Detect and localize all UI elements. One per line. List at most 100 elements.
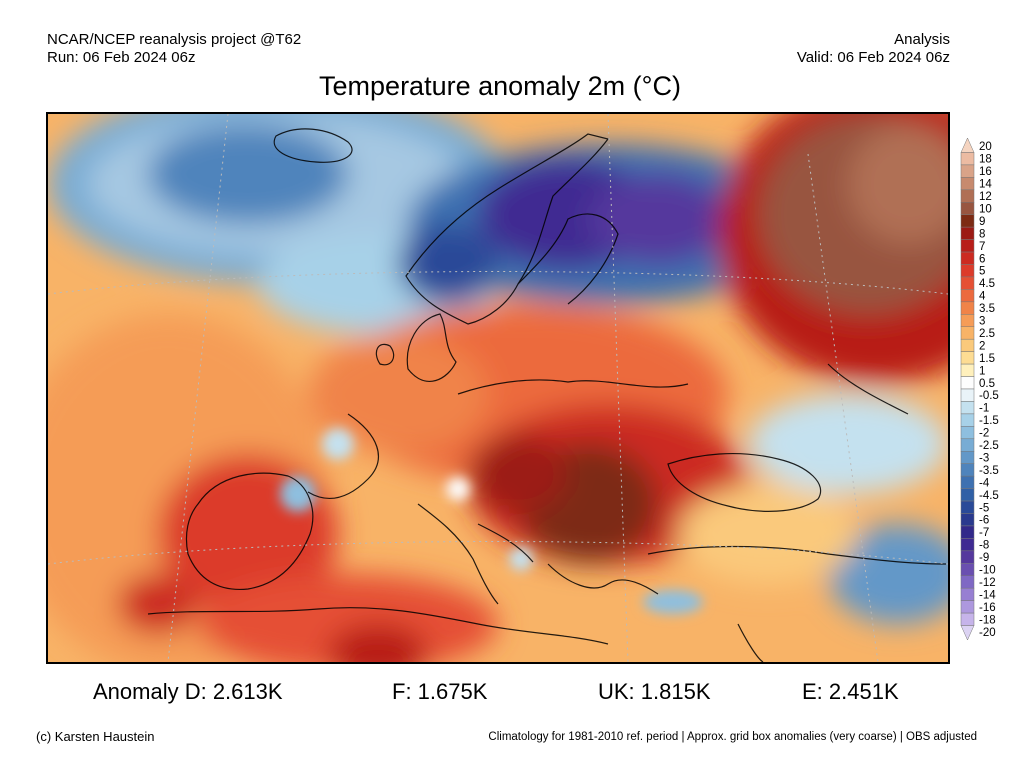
legend-label: -16 (979, 602, 996, 614)
legend-label: 4.5 (979, 278, 995, 290)
legend-swatch (960, 513, 975, 527)
legend-label: 9 (979, 216, 985, 228)
legend-swatch (960, 264, 975, 278)
legend-swatch (960, 475, 975, 489)
legend-swatch (960, 239, 975, 253)
stats-row: Anomaly D: 2.613K F: 1.675K UK: 1.815K E… (0, 679, 1024, 707)
legend-label: 7 (979, 241, 985, 253)
legend-label: 1.5 (979, 353, 995, 365)
legend-swatch (960, 338, 975, 352)
anomaly-field (48, 114, 948, 662)
legend-label: 4 (979, 291, 986, 303)
legend-label: 1 (979, 365, 985, 377)
credit-label: (c) Karsten Haustein (36, 729, 155, 744)
legend-swatch (960, 438, 975, 452)
legend-swatch (960, 289, 975, 303)
legend-swatch (960, 376, 975, 390)
legend-label: -2 (979, 428, 989, 440)
map-title: Temperature anomaly 2m (°C) (319, 71, 681, 101)
legend-swatch (960, 226, 975, 240)
legend-label: 6 (979, 253, 985, 265)
run-label: Run: 06 Feb 2024 06z (47, 49, 196, 66)
legend-label: -14 (979, 589, 996, 601)
legend-label: 12 (979, 191, 992, 203)
legend-label: 10 (979, 203, 992, 215)
anomaly-f-value: F: 1.675K (392, 679, 488, 704)
legend-swatch (960, 202, 975, 215)
legend-swatch (960, 575, 975, 589)
legend-swatch (960, 587, 975, 601)
legend-swatch (960, 625, 975, 641)
legend-label: -3.5 (979, 465, 999, 477)
legend-label: -10 (979, 565, 996, 577)
legend-swatch (960, 177, 975, 191)
anomaly-d-value: Anomaly D: 2.613K (93, 679, 283, 704)
legend-label: -18 (979, 614, 996, 626)
legend-label: -8 (979, 540, 989, 552)
legend-label: -5 (979, 502, 989, 514)
legend-label: -12 (979, 577, 996, 589)
legend-label: 20 (979, 141, 992, 153)
legend-label: 14 (979, 179, 992, 191)
legend-label: 8 (979, 228, 985, 240)
legend-label: -1 (979, 403, 989, 415)
legend-swatch (960, 538, 975, 552)
legend-swatch (960, 612, 975, 626)
header-left: NCAR/NCEP reanalysis project @T62 Run: 0… (47, 31, 301, 67)
legend-swatch (960, 500, 975, 514)
legend-label: 3 (979, 316, 985, 328)
map-canvas (48, 114, 948, 662)
legend-swatch (960, 525, 975, 539)
legend-swatch (960, 600, 975, 614)
color-legend: 201816141210987654.543.532.521.510.5-0.5… (960, 137, 999, 641)
source-label: NCAR/NCEP reanalysis project @T62 (47, 31, 302, 48)
local-anomalies (280, 428, 703, 614)
legend-label: -3 (979, 452, 989, 464)
legend-swatch (960, 251, 975, 265)
legend-label: -2.5 (979, 440, 999, 452)
temperature-anomaly-map[interactable] (46, 112, 950, 664)
legend-label: 2.5 (979, 328, 995, 340)
legend-label: -1.5 (979, 415, 999, 427)
legend-swatch (960, 137, 975, 153)
legend-label: 5 (979, 266, 985, 278)
legend-swatch (960, 301, 975, 315)
legend-swatch (960, 488, 975, 502)
legend-label: -0.5 (979, 390, 999, 402)
legend-swatch (960, 550, 975, 564)
legend-swatch (960, 388, 975, 402)
header-right: Analysis Valid: 06 Feb 2024 06z (797, 31, 950, 67)
legend-label: 18 (979, 154, 992, 166)
graticule (48, 114, 948, 662)
legend-label: 16 (979, 166, 992, 178)
legend-swatch (960, 463, 975, 477)
legend-swatch (960, 351, 975, 365)
legend-swatch (960, 314, 975, 328)
legend-swatch (960, 563, 975, 576)
legend-swatch (960, 189, 975, 203)
legend-swatch (960, 413, 975, 427)
legend-label: -7 (979, 527, 989, 539)
legend-swatch (960, 451, 975, 464)
legend-label: 0.5 (979, 378, 995, 390)
legend-label: -4 (979, 477, 990, 489)
anomaly-e-value: E: 2.451K (802, 679, 899, 704)
legend-swatch (960, 326, 975, 340)
analysis-label: Analysis (894, 31, 950, 48)
valid-label: Valid: 06 Feb 2024 06z (796, 49, 950, 66)
anomaly-uk-value: UK: 1.815K (598, 679, 711, 704)
legend-label: 3.5 (979, 303, 995, 315)
legend-swatch (960, 152, 975, 166)
legend-swatch (960, 276, 975, 290)
legend-label: -20 (979, 627, 996, 639)
legend-swatch (960, 363, 975, 377)
legend-swatch (960, 401, 975, 415)
legend-swatch (960, 214, 975, 228)
legend-swatch (960, 426, 975, 440)
legend-label: -4.5 (979, 490, 999, 502)
legend-label: 2 (979, 340, 985, 352)
legend-swatch (960, 164, 975, 178)
legend-label: -9 (979, 552, 989, 564)
coastlines (147, 128, 947, 662)
climatology-note: Climatology for 1981-2010 ref. period | … (488, 731, 977, 743)
